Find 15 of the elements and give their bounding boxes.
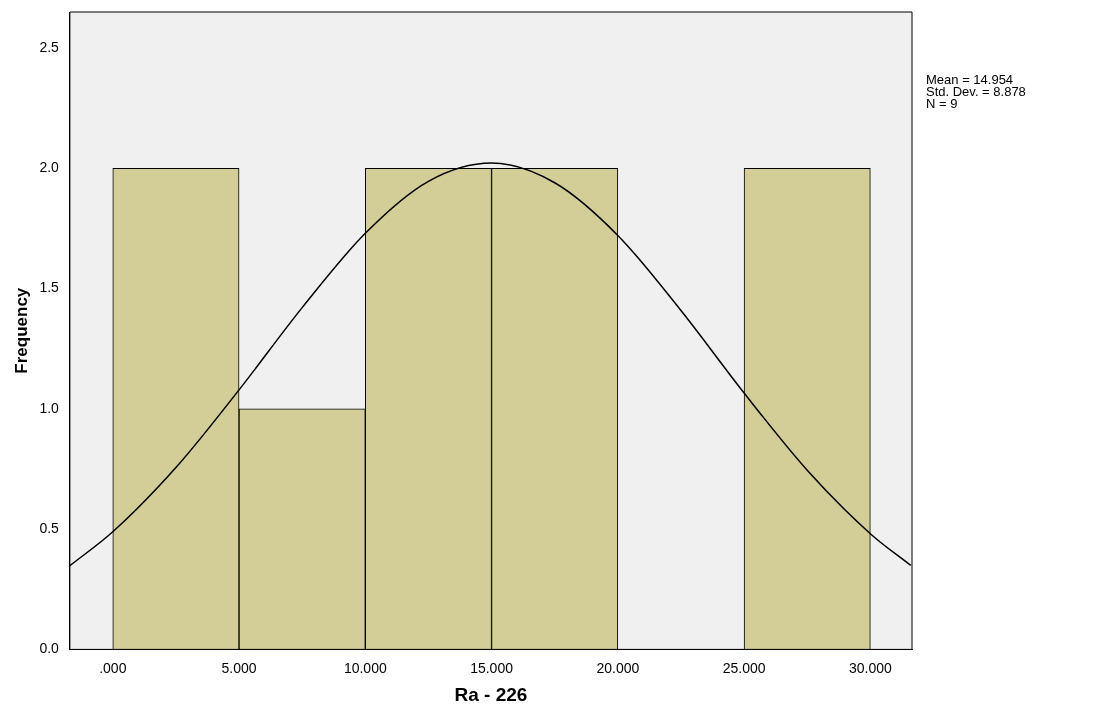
x-axis-title: Ra - 226 — [454, 683, 528, 705]
x-tick-label: 20.000 — [596, 659, 640, 676]
y-tick-label: 1.0 — [39, 399, 60, 416]
y-tick-label: 2.5 — [39, 38, 60, 55]
y-tick-label: 0.5 — [39, 520, 60, 536]
x-tick-label: 15.000 — [470, 659, 514, 676]
y-tick-label: 0.0 — [39, 640, 60, 657]
y-tick-label: 2.0 — [39, 159, 60, 176]
x-tick-label: 25.000 — [722, 659, 766, 676]
x-tick-label: 5.000 — [221, 659, 257, 676]
y-axis-title: Frequency — [11, 287, 31, 374]
x-tick-label: 10.000 — [343, 659, 387, 676]
y-tick-label: 1.5 — [39, 279, 60, 296]
x-tick-label: 30.000 — [848, 659, 892, 676]
x-tick-label: .000 — [99, 659, 127, 676]
